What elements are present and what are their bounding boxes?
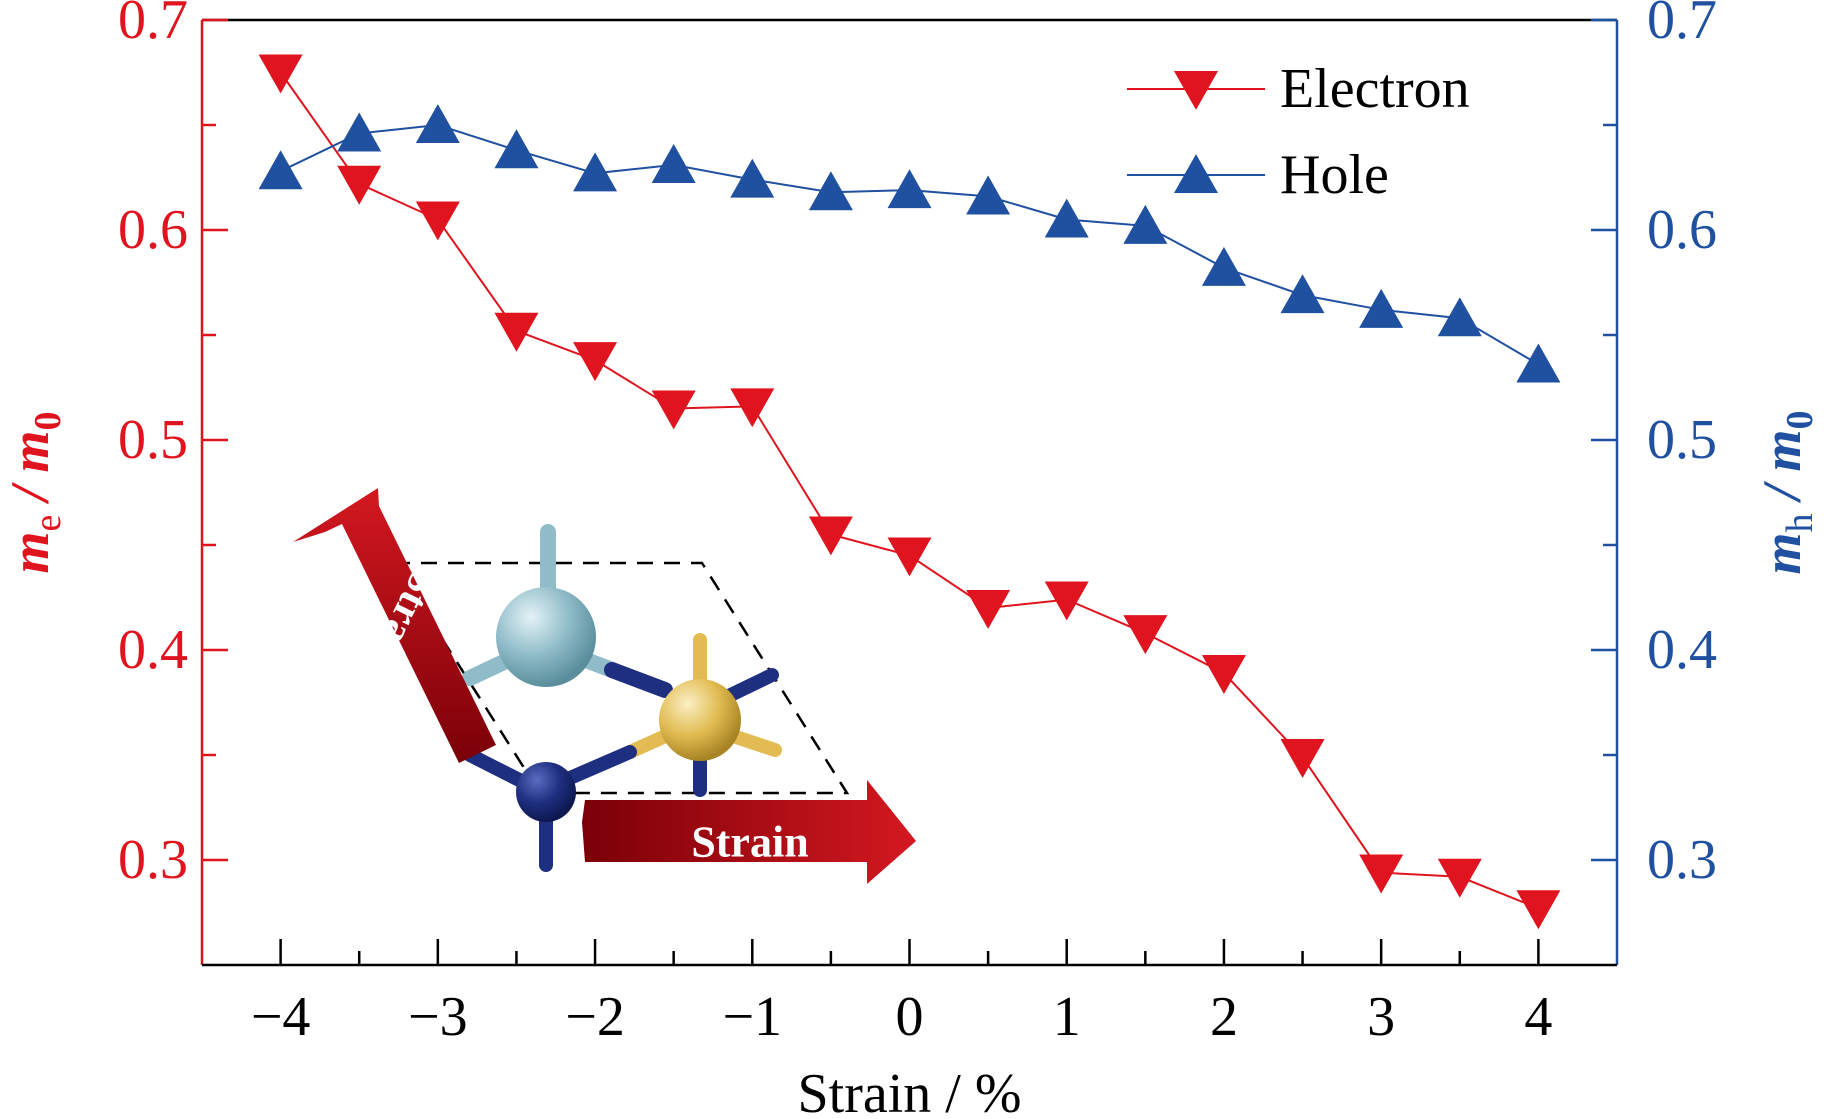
hole-marker <box>730 158 775 198</box>
markers-layer <box>258 54 1561 930</box>
atom-dark-blue <box>516 762 576 822</box>
left-y-tick-label: 0.7 <box>118 0 188 51</box>
hole-marker <box>1359 288 1404 328</box>
left-y-tick-label: 0.6 <box>118 199 188 261</box>
right-y-tick-label: 0.7 <box>1647 0 1717 51</box>
right-y-axis-title-tail: / m <box>1752 429 1812 513</box>
hole-marker <box>1044 198 1089 238</box>
electron-marker <box>1280 739 1325 778</box>
hole-marker <box>415 104 460 144</box>
hole-marker <box>887 169 932 209</box>
electron-marker <box>730 388 775 428</box>
hole-marker <box>1437 297 1482 337</box>
hole-marker <box>337 112 382 152</box>
hole-marker <box>1123 204 1168 244</box>
electron-marker <box>1123 615 1168 655</box>
legend-marker-electron <box>1174 70 1218 110</box>
left-y-axis-title: me / m0 <box>0 412 69 574</box>
hole-marker <box>1280 274 1325 314</box>
right-y-axis-title-tailsub: 0 <box>1779 410 1821 429</box>
left-y-axis-title-main: m <box>0 531 60 573</box>
left-y-tick-label: 0.5 <box>118 409 188 471</box>
left-y-axis-title-sub: e <box>27 515 69 532</box>
electron-marker <box>1201 655 1246 694</box>
strain-arrow-diagonal <box>293 488 496 763</box>
hole-marker <box>1201 246 1246 286</box>
hole-marker <box>494 129 539 169</box>
legend-label-hole: Hole <box>1280 144 1389 206</box>
electron-marker <box>651 390 696 430</box>
x-tick-label: 3 <box>1367 986 1395 1048</box>
electron-marker <box>887 537 932 577</box>
x-tick-label: −3 <box>408 986 468 1048</box>
hole-marker <box>573 152 618 192</box>
inset-crystal-illustration: Strain Strain <box>293 488 916 884</box>
x-tick-label: 4 <box>1524 986 1552 1048</box>
x-tick-label: −2 <box>565 986 625 1048</box>
left-y-tick-label: 0.4 <box>118 619 188 681</box>
hole-marker <box>1516 343 1561 383</box>
x-tick-label: 0 <box>896 986 924 1048</box>
electron-marker <box>1437 858 1482 898</box>
legend-label-electron: Electron <box>1280 58 1470 120</box>
hole-marker <box>258 150 303 190</box>
right-y-tick-label: 0.4 <box>1647 619 1717 681</box>
x-tick-label: −1 <box>722 986 782 1048</box>
right-y-axis-title-sub: h <box>1779 514 1821 533</box>
x-tick-label: 1 <box>1053 986 1081 1048</box>
hole-marker <box>651 144 696 183</box>
x-tick-label: 2 <box>1210 986 1238 1048</box>
right-y-axis-title: mh / m0 <box>1752 410 1821 574</box>
ticks-layer: −4 −3 −2 −1 0 1 2 3 4 0.3 0.3 0.4 0.4 0.5 0.5 0.6 0.6 0.7… <box>118 0 1717 1048</box>
hole-marker <box>966 175 1011 215</box>
electron-marker <box>808 516 853 556</box>
electron-marker <box>494 312 539 352</box>
legend-marker-hole <box>1174 154 1218 194</box>
atom-light-blue <box>496 587 596 687</box>
electron-marker <box>966 589 1011 629</box>
left-y-tick-label: 0.3 <box>118 829 188 891</box>
right-y-axis-title-main: m <box>1752 533 1812 575</box>
x-tick-label: −4 <box>251 986 311 1048</box>
right-y-tick-label: 0.6 <box>1647 199 1717 261</box>
right-y-tick-label: 0.3 <box>1647 829 1717 891</box>
unit-cell-outline <box>391 561 850 795</box>
electron-marker <box>1516 890 1561 930</box>
electron-marker <box>1359 854 1404 894</box>
electron-marker <box>1044 581 1089 621</box>
legend: Electron Hole <box>1127 58 1470 206</box>
left-y-axis-title-tailsub: 0 <box>27 412 69 431</box>
right-y-tick-label: 0.5 <box>1647 409 1717 471</box>
atom-gold <box>659 679 741 761</box>
x-axis-title: Strain / % <box>798 1063 1022 1119</box>
hole-marker <box>808 171 853 211</box>
strain-arrow-horizontal-label: Strain <box>691 818 808 867</box>
electron-marker <box>573 342 618 382</box>
left-y-axis-title-tail: / m <box>0 431 60 515</box>
strain-arrow-horizontal <box>582 780 916 884</box>
electron-marker <box>258 54 303 94</box>
electron-marker <box>415 201 460 241</box>
electron-marker <box>337 165 382 205</box>
